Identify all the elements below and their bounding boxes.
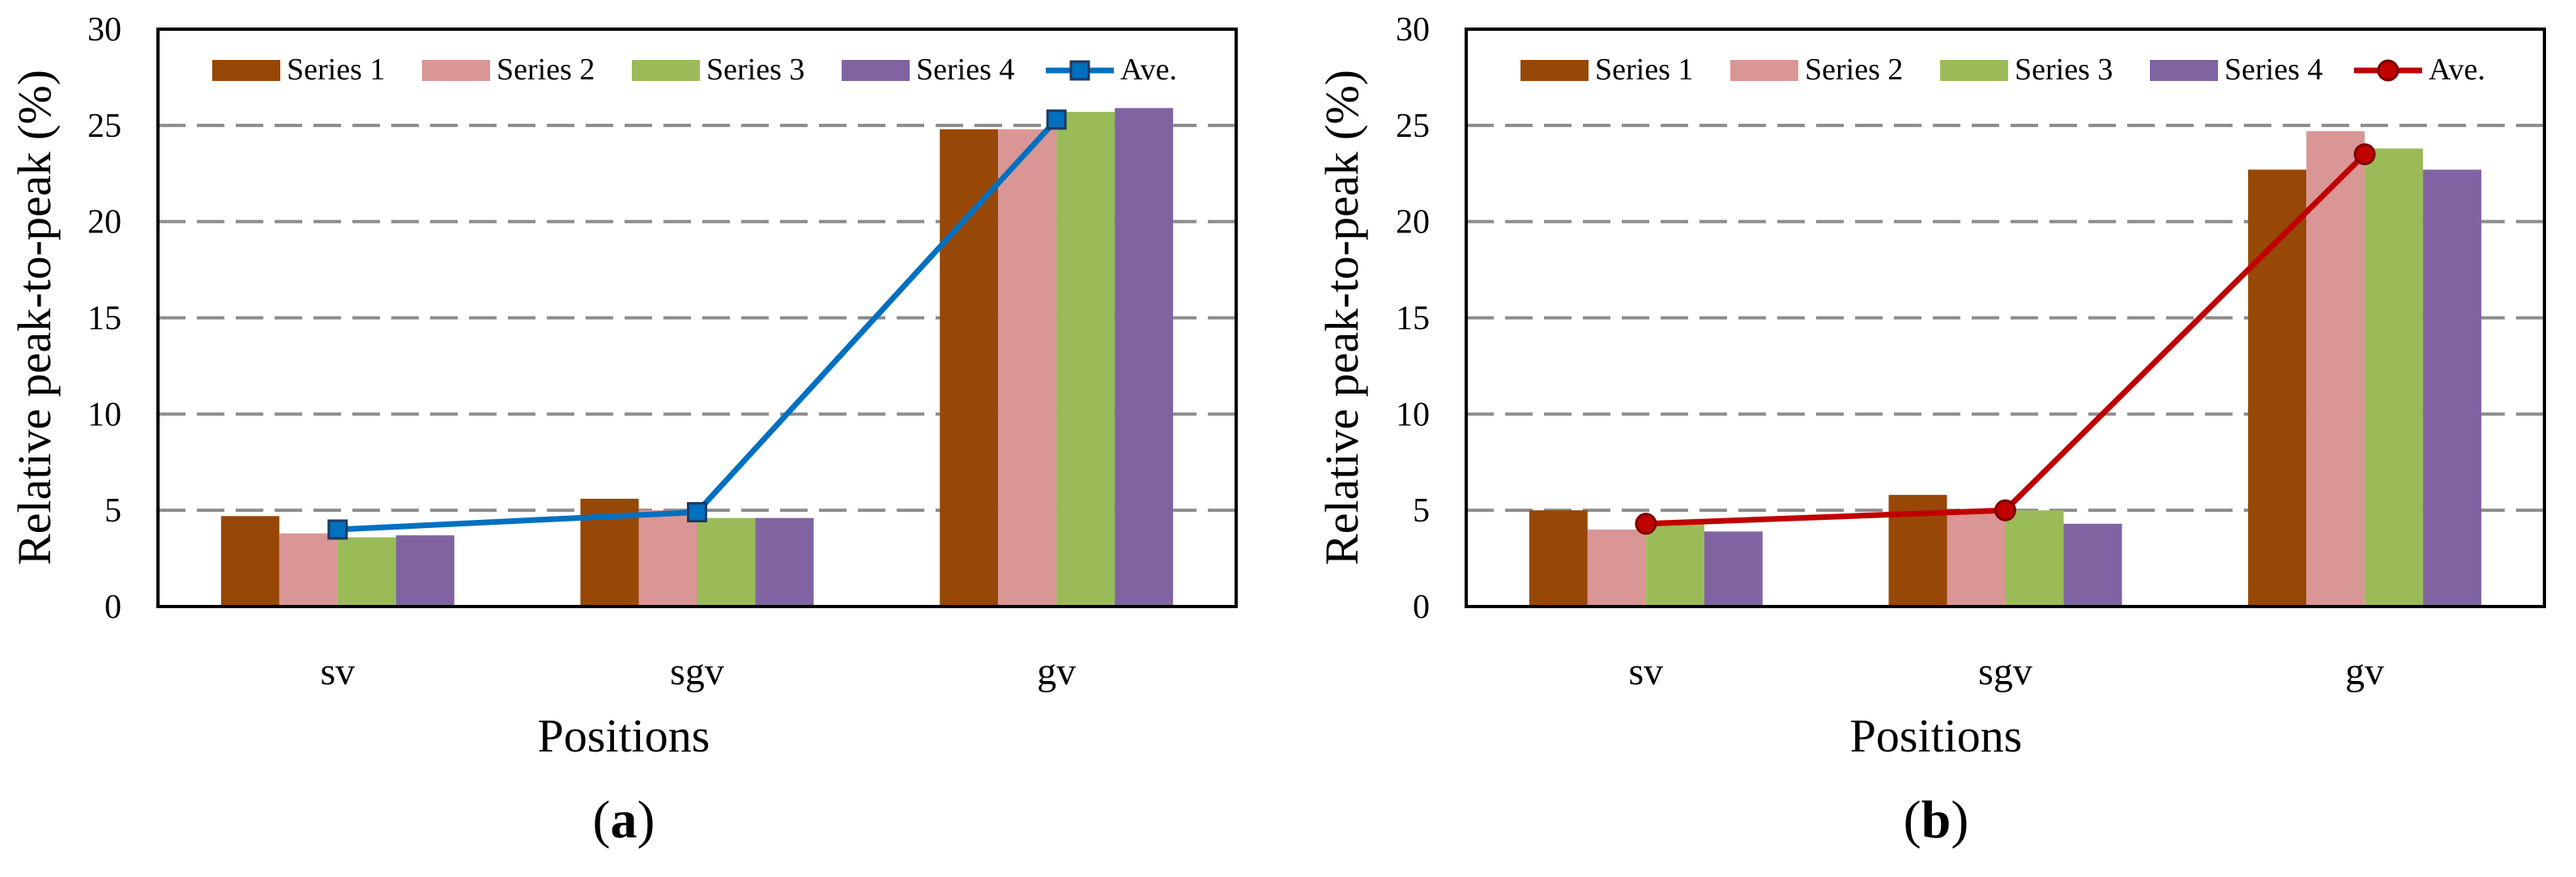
bar-series-1-gv xyxy=(940,129,999,607)
bar-series-4-sv xyxy=(1704,531,1763,607)
bar-series-2-sv xyxy=(279,533,338,607)
bar-series-2-sgv xyxy=(1947,510,2006,607)
bar-series-2-sgv xyxy=(638,510,697,607)
x-axis-title: Positions xyxy=(1850,709,2023,762)
bar-series-1-gv xyxy=(2248,169,2307,607)
average-marker-sgv xyxy=(1994,499,2016,522)
y-tick-label: 0 xyxy=(104,589,122,626)
bar-series-3-sgv xyxy=(697,517,756,607)
y-tick-label: 15 xyxy=(1396,300,1430,338)
y-tick-label: 5 xyxy=(104,492,122,530)
legend-label: Series 1 xyxy=(1595,53,1693,87)
legend-marker xyxy=(1069,60,1090,81)
y-tick-label: 30 xyxy=(1396,11,1430,49)
bar-series-4-gv xyxy=(2423,169,2482,607)
panel-label-open: ( xyxy=(1904,790,1921,849)
y-tick-label: 5 xyxy=(1413,492,1430,530)
bar-series-4-sgv xyxy=(2063,523,2122,607)
average-marker-sv xyxy=(1635,513,1657,535)
bar-series-2-gv xyxy=(998,129,1057,607)
bar-series-3-gv xyxy=(2365,148,2424,607)
legend-swatch xyxy=(1730,60,1798,81)
legend: Series 1 Series 2 Series 3 Series 4 Ave. xyxy=(212,53,1177,87)
average-marker-gv xyxy=(2353,143,2376,165)
x-tick-label: gv xyxy=(1037,650,1076,693)
legend-label: Series 2 xyxy=(497,53,595,87)
legend-swatch xyxy=(2150,60,2218,81)
y-tick-label: 25 xyxy=(1396,108,1430,145)
average-marker-gv xyxy=(1046,109,1067,130)
legend-swatch xyxy=(212,60,280,81)
plot-frame xyxy=(1465,28,2546,608)
panel-label-letter: b xyxy=(1921,790,1951,849)
bar-series-3-sgv xyxy=(2005,510,2064,607)
panel-label-close: ) xyxy=(1951,790,1968,849)
bar-series-1-sv xyxy=(220,516,279,607)
legend: Series 1 Series 2 Series 3 Series 4 Ave. xyxy=(1520,53,2485,87)
bar-series-3-sv xyxy=(337,537,396,607)
x-axis-title: Positions xyxy=(538,709,710,762)
y-tick-label: 20 xyxy=(1396,204,1430,241)
legend-marker xyxy=(2377,59,2399,82)
y-tick-label: 20 xyxy=(87,204,122,241)
y-axis-title: Relative peak-to-peak (%) xyxy=(8,70,61,565)
legend-swatch xyxy=(632,60,700,81)
legend-swatch xyxy=(1940,60,2008,81)
bar-series-4-gv xyxy=(1115,108,1174,607)
legend-label: Ave. xyxy=(1120,53,1177,87)
panel-label-close: ) xyxy=(638,790,655,849)
bar-series-3-sv xyxy=(1645,523,1704,607)
x-tick-label: sgv xyxy=(1978,650,2032,693)
legend-swatch xyxy=(842,60,910,81)
x-tick-label: sv xyxy=(320,650,355,693)
panel-label-letter: a xyxy=(611,790,638,849)
plot-frame xyxy=(156,28,1238,608)
y-tick-label: 25 xyxy=(87,108,122,145)
y-tick-label: 15 xyxy=(87,300,122,338)
legend-label: Series 4 xyxy=(916,53,1014,87)
bar-series-1-sv xyxy=(1529,510,1588,607)
y-tick-label: 10 xyxy=(1396,396,1430,433)
bar-series-2-gv xyxy=(2306,130,2365,607)
legend-label: Series 3 xyxy=(2015,53,2113,87)
y-tick-label: 30 xyxy=(87,11,122,49)
legend-label: Series 1 xyxy=(287,53,385,87)
bar-series-4-sgv xyxy=(755,517,814,607)
bar-series-2-sv xyxy=(1587,529,1646,607)
x-tick-label: sgv xyxy=(670,650,724,693)
panel-label-open: ( xyxy=(593,790,611,849)
bar-series-3-gv xyxy=(1056,112,1115,607)
legend-label: Series 2 xyxy=(1805,53,1903,87)
legend-swatch xyxy=(1520,60,1589,81)
y-tick-label: 0 xyxy=(1413,589,1430,626)
legend-label: Series 3 xyxy=(706,53,804,87)
legend-swatch xyxy=(422,60,490,81)
panel-label: (b) xyxy=(1904,790,1969,849)
x-tick-label: gv xyxy=(2345,650,2384,693)
x-tick-label: sv xyxy=(1628,650,1663,693)
average-marker-sv xyxy=(327,519,348,540)
y-tick-label: 10 xyxy=(87,396,122,433)
bar-series-4-sv xyxy=(395,535,454,607)
legend-label: Series 4 xyxy=(2224,53,2322,87)
average-marker-sgv xyxy=(687,502,707,523)
panel-label: (a) xyxy=(593,790,655,849)
y-axis-title: Relative peak-to-peak (%) xyxy=(1316,70,1368,565)
legend-label: Ave. xyxy=(2429,53,2485,87)
